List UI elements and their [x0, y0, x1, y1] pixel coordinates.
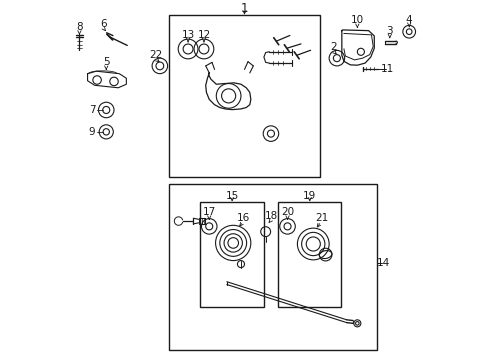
Text: 2: 2: [329, 42, 336, 52]
Text: 3: 3: [386, 26, 392, 36]
Text: 5: 5: [103, 57, 109, 67]
Text: 1: 1: [240, 2, 248, 15]
Text: 14: 14: [376, 258, 389, 269]
Text: 16: 16: [236, 212, 249, 222]
Bar: [168, 15, 320, 177]
Text: 6: 6: [100, 19, 106, 29]
Text: 19: 19: [303, 191, 316, 201]
Text: 18: 18: [264, 211, 277, 221]
Text: 11: 11: [380, 64, 393, 74]
Text: 17: 17: [202, 207, 215, 217]
Bar: [168, 184, 376, 350]
Bar: [200, 202, 264, 307]
Text: 13: 13: [181, 30, 194, 40]
Text: 22: 22: [149, 50, 162, 60]
Text: 12: 12: [197, 30, 210, 40]
Text: 21: 21: [314, 212, 327, 222]
Text: 20: 20: [281, 207, 293, 217]
Text: 9: 9: [89, 127, 95, 137]
Text: 4: 4: [405, 15, 412, 25]
Text: 8: 8: [76, 22, 82, 32]
Text: 7: 7: [89, 105, 95, 115]
Text: 15: 15: [225, 191, 238, 201]
Bar: [278, 202, 341, 307]
Text: 10: 10: [350, 15, 363, 25]
